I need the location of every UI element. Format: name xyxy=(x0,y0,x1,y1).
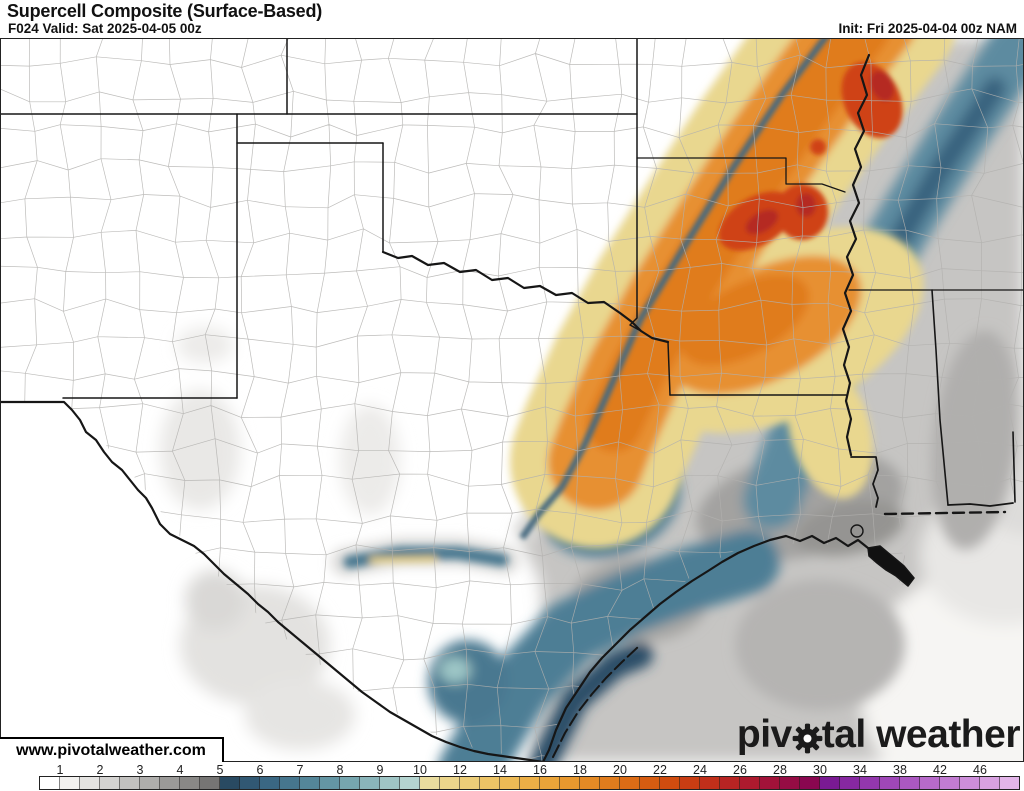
colorbar-cell xyxy=(480,777,500,789)
colorbar-cell xyxy=(80,777,100,789)
colorbar-cell xyxy=(820,777,840,789)
colorbar-cell xyxy=(100,777,120,789)
colorbar-cell xyxy=(380,777,400,789)
colorbar-cell xyxy=(120,777,140,789)
colorbar-cell xyxy=(280,777,300,789)
colorbar-cell xyxy=(200,777,220,789)
colorbar-cell xyxy=(560,777,580,789)
colorbar-cell xyxy=(580,777,600,789)
watermark-url: www.pivotalweather.com xyxy=(16,742,206,759)
colorbar-cell xyxy=(780,777,800,789)
valid-time-label: F024 Valid: Sat 2025-04-05 00z xyxy=(8,21,202,36)
colorbar-cell xyxy=(220,777,240,789)
colorbar-cell xyxy=(840,777,860,789)
colorbar-cell xyxy=(360,777,380,789)
colorbar-label: 26 xyxy=(733,763,747,777)
colorbar-label: 5 xyxy=(216,763,224,777)
colorbar-label: 9 xyxy=(376,763,384,777)
colorbar-label: 14 xyxy=(493,763,507,777)
colorbar-label: 20 xyxy=(613,763,627,777)
logo-text-left: piv xyxy=(736,713,792,756)
colorbar-cell xyxy=(980,777,1000,789)
colorbar-cell xyxy=(240,777,260,789)
colorbar-label: 2 xyxy=(96,763,104,777)
colorbar-label: 38 xyxy=(893,763,907,777)
gear-icon xyxy=(792,723,823,753)
init-time-label: Init: Fri 2025-04-04 00z NAM xyxy=(838,21,1017,36)
colorbar-cell xyxy=(900,777,920,789)
colorbar-cell xyxy=(300,777,320,789)
colorbar-label: 46 xyxy=(973,763,987,777)
colorbar-cell xyxy=(960,777,980,789)
colorbar-cell xyxy=(1000,777,1019,789)
page-title: Supercell Composite (Surface-Based) xyxy=(7,1,323,21)
colorbar-cell xyxy=(880,777,900,789)
colorbar-cell xyxy=(720,777,740,789)
colorbar-cell xyxy=(160,777,180,789)
colorbar-cell xyxy=(400,777,420,789)
colorbar-cell xyxy=(420,777,440,789)
colorbar-cell xyxy=(740,777,760,789)
colorbar-cell xyxy=(520,777,540,789)
colorbar-cell xyxy=(180,777,200,789)
colorbar-cell xyxy=(260,777,280,789)
colorbar-label: 30 xyxy=(813,763,827,777)
colorbar-label: 34 xyxy=(853,763,867,777)
colorbar-label: 28 xyxy=(773,763,787,777)
colorbar: 1 2 3 4 5 6 7 8 9 10 12 14 16 18 20 22 24 26 28 30 34 38 42 46 xyxy=(0,762,1024,791)
header: Supercell Composite (Surface-Based) F024… xyxy=(0,0,1024,38)
colorbar-cell xyxy=(640,777,660,789)
colorbar-cell xyxy=(860,777,880,789)
colorbar-cell xyxy=(320,777,340,789)
colorbar-label: 8 xyxy=(336,763,344,777)
lake-pontchartrain xyxy=(850,524,864,538)
barrier-islands xyxy=(883,510,1007,516)
colorbar-label: 7 xyxy=(296,763,304,777)
colorbar-cell xyxy=(600,777,620,789)
colorbar-cell xyxy=(340,777,360,789)
colorbar-cell xyxy=(680,777,700,789)
colorbar-label: 1 xyxy=(56,763,64,777)
logo-text-right: tal weather xyxy=(821,713,1021,756)
colorbar-cell xyxy=(460,777,480,789)
colorbar-cell xyxy=(700,777,720,789)
colorbar-cell xyxy=(500,777,520,789)
colorbar-label: 22 xyxy=(653,763,667,777)
colorbar-cell xyxy=(40,777,60,789)
colorbar-cell xyxy=(540,777,560,789)
colorbar-label: 6 xyxy=(256,763,264,777)
colorbar-label: 24 xyxy=(693,763,707,777)
colorbar-cell xyxy=(620,777,640,789)
colorbar-label: 3 xyxy=(136,763,144,777)
colorbar-cell xyxy=(660,777,680,789)
colorbar-label: 16 xyxy=(533,763,547,777)
colorbar-cell xyxy=(760,777,780,789)
colorbar-cell xyxy=(800,777,820,789)
mississippi-delta xyxy=(867,545,915,587)
colorbar-label: 12 xyxy=(453,763,467,777)
state-borders xyxy=(1,39,1023,761)
pivotalweather-logo: piv tal weather xyxy=(736,711,1021,759)
colorbar-cell xyxy=(440,777,460,789)
colorbar-scale xyxy=(39,776,1020,790)
colorbar-cell xyxy=(940,777,960,789)
colorbar-cell xyxy=(920,777,940,789)
colorbar-cell xyxy=(140,777,160,789)
colorbar-label: 18 xyxy=(573,763,587,777)
watermark: www.pivotalweather.com xyxy=(0,737,224,762)
colorbar-label: 4 xyxy=(176,763,184,777)
contour-fills xyxy=(160,39,1023,761)
colorbar-cell xyxy=(60,777,80,789)
colorbar-label: 10 xyxy=(413,763,427,777)
colorbar-label: 42 xyxy=(933,763,947,777)
texas-barrier-islands xyxy=(552,646,639,758)
